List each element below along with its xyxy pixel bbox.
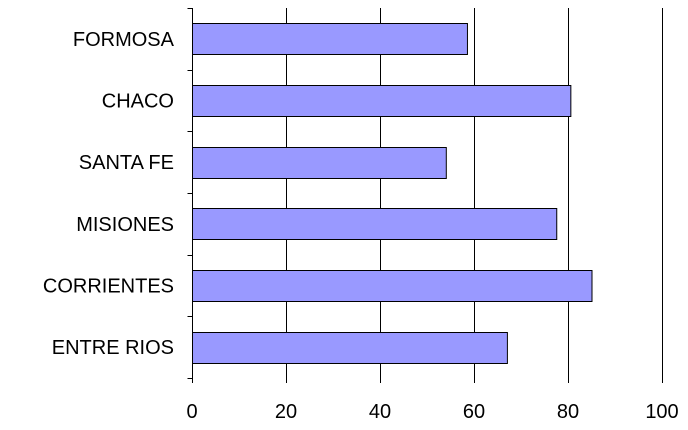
x-tick-label: 100: [645, 401, 678, 423]
bar-corrientes: [192, 270, 593, 302]
category-label: FORMOSA: [73, 29, 175, 51]
bar-santa-fe: [192, 147, 447, 179]
category-label: MISIONES: [76, 214, 174, 236]
bar-misiones: [192, 208, 558, 240]
gridlines: [286, 8, 663, 378]
bar-chaco: [192, 85, 572, 117]
labels: FORMOSA CHACO SANTA FE MISIONES CORRIENTES EN…: [43, 29, 679, 423]
bars: [192, 23, 593, 364]
bar-entre-rios: [192, 332, 508, 364]
category-label: CORRIENTES: [43, 276, 174, 298]
axes: [187, 8, 663, 383]
category-label: SANTA FE: [79, 152, 174, 174]
x-tick-label: 80: [557, 401, 579, 423]
bar-formosa: [192, 23, 468, 55]
category-label: CHACO: [102, 91, 174, 113]
x-tick-label: 40: [369, 401, 391, 423]
x-tick-label: 60: [463, 401, 485, 423]
x-tick-label: 0: [186, 401, 197, 423]
x-tick-label: 20: [275, 401, 297, 423]
category-label: ENTRE RIOS: [52, 337, 174, 359]
